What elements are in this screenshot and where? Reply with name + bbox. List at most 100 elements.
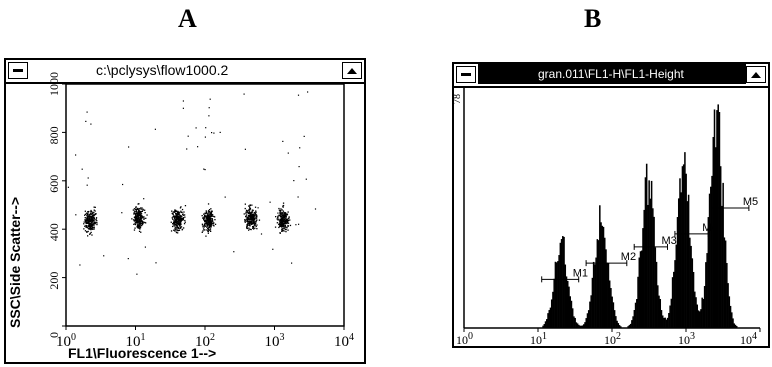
- system-menu-button[interactable]: [456, 66, 476, 83]
- scatter-point: [201, 224, 204, 226]
- scatter-point: [253, 223, 255, 225]
- scatter-point: [207, 214, 209, 217]
- scatter-point: [177, 232, 179, 234]
- scatter-point: [175, 231, 178, 234]
- scatter-point: [93, 228, 95, 230]
- scatter-point: [139, 225, 141, 228]
- window-b-titlebar[interactable]: gran.011\FL1-H\FL1-Height: [454, 64, 768, 88]
- maximize-button[interactable]: [746, 66, 766, 83]
- scatter-point: [305, 178, 307, 180]
- scatter-point: [138, 208, 140, 210]
- scatter-point: [94, 210, 96, 212]
- scatter-point: [284, 219, 286, 221]
- histogram-bar: [629, 323, 632, 328]
- scatter-point: [173, 220, 175, 222]
- histogram-plot: 78 M1 M2 M3 M4 M5 100 101 102 103 104: [454, 88, 761, 346]
- scatter-point: [282, 217, 284, 219]
- scatter-point: [134, 211, 136, 213]
- scatter-point: [175, 228, 177, 230]
- histogram-bar: [663, 317, 665, 328]
- x-tick-label: 103: [265, 332, 285, 350]
- histogram-bar: [666, 317, 669, 328]
- scatter-point: [287, 229, 289, 231]
- scatter-point: [214, 219, 216, 221]
- histogram-bar: [695, 297, 697, 328]
- scatter-point: [127, 258, 129, 260]
- scatter-point: [211, 223, 213, 225]
- scatter-point: [210, 216, 212, 218]
- scatter-point: [207, 227, 209, 230]
- scatter-point: [279, 232, 281, 234]
- histogram-bar: [579, 325, 581, 328]
- system-menu-button[interactable]: [8, 62, 28, 79]
- scatter-point: [144, 221, 146, 224]
- scatter-point: [253, 225, 255, 227]
- histogram-bar: [644, 177, 647, 328]
- scatter-point: [179, 216, 182, 218]
- scatter-point: [137, 203, 139, 205]
- scatter-point: [281, 212, 284, 214]
- scatter-point: [280, 212, 282, 214]
- scatter-point: [87, 225, 90, 228]
- histogram-bar: [689, 237, 691, 328]
- scatter-points: [67, 91, 317, 275]
- scatter-point: [249, 223, 251, 225]
- x-tick-label: 102: [604, 331, 621, 346]
- scatter-point: [285, 214, 288, 216]
- scatter-point: [248, 205, 250, 207]
- scatter-point: [248, 215, 250, 218]
- scatter-point: [144, 209, 146, 211]
- maximize-icon: [751, 71, 761, 78]
- scatter-point: [250, 212, 252, 215]
- histogram-bar: [673, 271, 675, 328]
- scatter-point: [139, 225, 141, 227]
- scatter-point: [284, 220, 287, 223]
- scatter-point: [282, 226, 284, 228]
- scatter-point: [93, 218, 95, 220]
- scatter-point: [91, 224, 94, 226]
- scatter-point: [281, 224, 283, 226]
- scatter-point: [137, 208, 139, 211]
- histogram-bar: [597, 240, 600, 328]
- scatter-point: [276, 222, 278, 224]
- scatter-point: [285, 222, 287, 224]
- scatter-point: [86, 231, 88, 233]
- histogram-bar: [586, 313, 589, 328]
- histogram-bar: [675, 244, 678, 328]
- histogram-bar: [703, 286, 706, 328]
- scatter-point: [122, 183, 124, 186]
- scatter-point: [143, 216, 145, 218]
- maximize-button[interactable]: [342, 62, 362, 79]
- scatter-point: [177, 213, 179, 215]
- scatter-point: [288, 216, 290, 218]
- scatter-point: [210, 226, 212, 228]
- scatter-point: [282, 204, 285, 207]
- histogram-bar: [692, 272, 695, 328]
- scatter-point: [284, 216, 286, 218]
- scatter-point: [252, 222, 254, 224]
- scatter-point: [256, 228, 258, 230]
- histogram-bar: [595, 257, 597, 328]
- scatter-point: [252, 211, 254, 213]
- scatter-point: [279, 214, 281, 216]
- scatter-point: [206, 213, 208, 215]
- histogram-bar: [570, 300, 573, 328]
- scatter-point: [137, 215, 139, 217]
- histogram-bar: [596, 239, 599, 328]
- scatter-point: [285, 217, 287, 219]
- scatter-point: [255, 214, 257, 216]
- scatter-point: [154, 128, 156, 130]
- scatter-point: [94, 221, 96, 223]
- scatter-point: [178, 229, 181, 231]
- scatter-point: [244, 219, 246, 221]
- histogram-bar: [578, 324, 580, 328]
- scatter-point: [87, 212, 89, 214]
- scatter-point: [86, 225, 88, 227]
- window-b[interactable]: gran.011\FL1-H\FL1-Height 78 M1 M2 M3 M4 M5 …: [452, 62, 770, 348]
- histogram-bar: [712, 136, 715, 328]
- scatter-point: [140, 231, 142, 233]
- scatter-point: [139, 207, 142, 209]
- histogram-bar: [680, 192, 682, 328]
- window-a-titlebar[interactable]: c:\pclysys\flow1000.2: [6, 60, 364, 84]
